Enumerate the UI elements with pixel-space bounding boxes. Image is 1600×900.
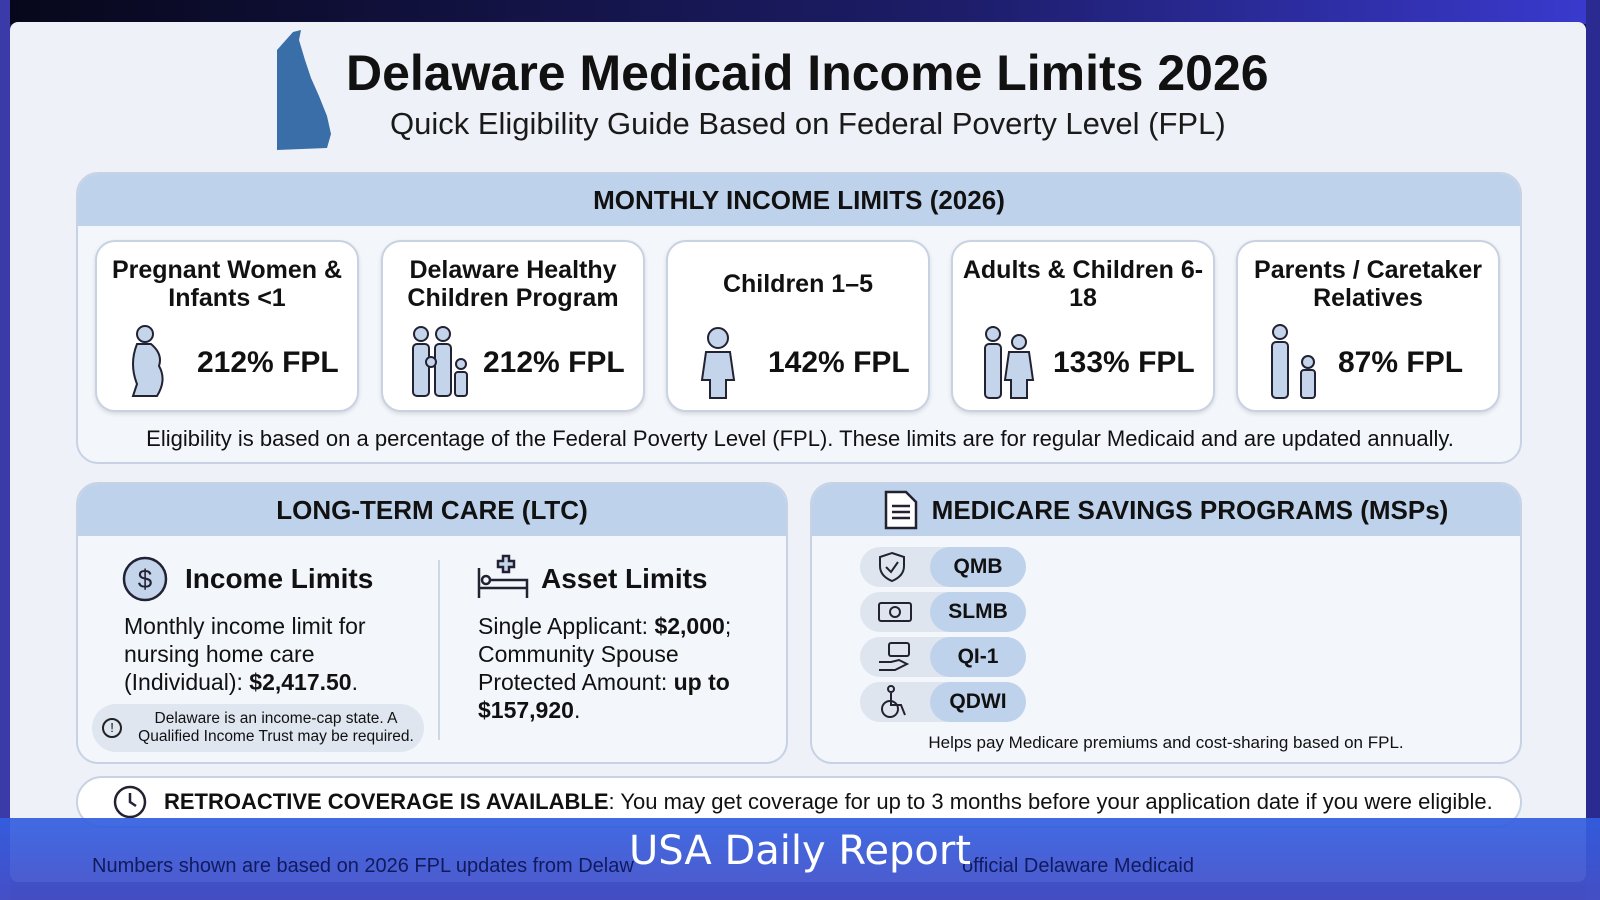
income-card: Pregnant Women & Infants <1 212% FPL [95, 240, 359, 412]
card-value: 142% FPL [768, 346, 910, 379]
income-limits-text: Monthly income limit for nursing home ca… [124, 613, 366, 695]
delaware-map-icon [277, 30, 331, 150]
msp-label: SLMB [930, 592, 1026, 632]
msp-program-qi-1: QI-1 [860, 637, 1026, 677]
hand-card-icon [879, 642, 910, 671]
shield-check-icon [879, 551, 905, 583]
hospital-bed-icon [477, 554, 529, 598]
msp-program-slmb: SLMB [860, 592, 1026, 632]
card-title: Children 1–5 [722, 270, 874, 298]
card-title: Adults & Children 6-18 [962, 256, 1204, 312]
card-title: Delaware Healthy Children Program [407, 256, 619, 312]
msp-label: QDWI [930, 682, 1026, 722]
money-icon [878, 602, 912, 622]
footer-note-start: Numbers shown are based on 2026 FPL upda… [92, 855, 634, 877]
msp-label: QMB [930, 547, 1026, 587]
divider [438, 560, 440, 740]
income-limits-title: Income Limits [185, 563, 374, 594]
msp-note: Helps pay Medicare premiums and cost-sha… [928, 733, 1404, 752]
card-title: Parents / Caretaker Relatives [1254, 256, 1482, 312]
family-icon [412, 326, 468, 397]
ltc-heading: LONG-TERM CARE (LTC) [78, 484, 786, 536]
card-value: 212% FPL [483, 346, 625, 379]
card-title: Pregnant Women & Infants <1 [111, 256, 343, 312]
document-icon [884, 490, 917, 530]
clock-icon [113, 785, 147, 819]
left-edge [0, 0, 10, 900]
parent-child-icon [1271, 324, 1316, 399]
top-bar [0, 0, 1600, 24]
wheelchair-icon [881, 685, 906, 718]
right-edge [1586, 0, 1600, 900]
footer-note-end: official Delaware Medicaid [962, 855, 1194, 877]
svg-text:$: $ [138, 564, 153, 594]
income-cap-note: ! Delaware is an income-cap state. A Qua… [92, 704, 424, 752]
card-value: 87% FPL [1338, 346, 1464, 379]
asset-limits-title: Asset Limits [541, 563, 708, 594]
pregnant-woman-icon [131, 325, 164, 397]
income-card: Adults & Children 6-18 133% FPL [951, 240, 1215, 412]
card-value: 133% FPL [1053, 346, 1195, 379]
income-card: Parents / Caretaker Relatives 87% FPL [1236, 240, 1500, 412]
asset-limits-text: Single Applicant: $2,000; Community Spou… [478, 613, 732, 723]
msp-program-qmb: QMB [860, 547, 1026, 587]
monthly-heading: MONTHLY INCOME LIMITS (2026) [78, 174, 1520, 226]
msp-label: QI-1 [930, 637, 1026, 677]
income-card: Delaware Healthy Children Program 212% F… [381, 240, 645, 412]
page-subtitle: Quick Eligibility Guide Based on Federal… [390, 106, 1226, 141]
info-icon: ! [102, 718, 122, 738]
msp-heading: MEDICARE SAVINGS PROGRAMS (MSPs) [812, 484, 1520, 536]
msp-program-qdwi: QDWI [860, 682, 1026, 722]
adult-child-icon [984, 326, 1035, 399]
dollar-icon: $ [122, 556, 168, 602]
child-icon [700, 327, 736, 399]
income-card: Children 1–5 142% FPL [666, 240, 930, 412]
page-title: Delaware Medicaid Income Limits 2026 [346, 45, 1269, 101]
eligibility-note: Eligibility is based on a percentage of … [146, 426, 1454, 451]
card-value: 212% FPL [197, 346, 339, 379]
watermark-banner [0, 818, 1600, 900]
